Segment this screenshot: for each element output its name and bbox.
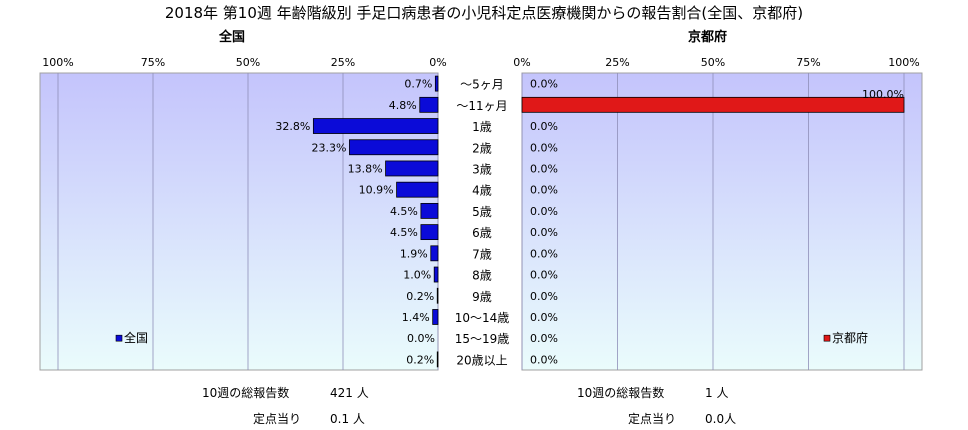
category-label: 2歳	[472, 141, 492, 155]
national-value-label: 23.3%	[312, 141, 347, 154]
national-legend-label: 全国	[124, 330, 148, 345]
kyoto-per-site-value: 0.0人	[705, 412, 737, 426]
kyoto-value-label: 0.0%	[530, 205, 558, 218]
kyoto-total-value: 1 人	[705, 386, 729, 400]
national-value-label: 4.5%	[390, 205, 418, 218]
category-label: 8歳	[472, 269, 492, 283]
kyoto-bar	[521, 96, 905, 113]
chart-title: 2018年 第10週 年齢階級別 手足口病患者の小児科定点医療機関からの報告割合…	[164, 4, 804, 22]
national-value-label: 10.9%	[359, 184, 394, 197]
kyoto-legend-label: 京都府	[832, 330, 868, 345]
kyoto-value-label: 0.0%	[530, 78, 558, 91]
national-bar	[312, 118, 439, 134]
national-value-label: 4.5%	[390, 226, 418, 239]
national-total-value: 421 人	[330, 386, 369, 400]
national-value-label: 0.0%	[407, 332, 435, 345]
national-bar	[436, 351, 439, 368]
national-bar	[419, 96, 439, 113]
national-value-label: 0.7%	[404, 78, 432, 91]
national-tick-label: 50%	[236, 56, 260, 69]
national-bar	[385, 160, 439, 177]
kyoto-tick-label: 0%	[513, 56, 530, 69]
kyoto-tick-label: 50%	[701, 56, 725, 69]
national-per-site-label: 定点当り	[253, 412, 302, 426]
kyoto-value-label: 0.0%	[530, 353, 558, 366]
kyoto-plot-area	[521, 72, 923, 371]
national-value-label: 13.8%	[348, 162, 383, 175]
category-label: 7歳	[472, 247, 492, 261]
kyoto-value-label: 100.0%	[862, 88, 904, 101]
national-value-label: 0.2%	[406, 290, 434, 303]
category-label: 1歳	[472, 120, 492, 134]
national-tick-label: 0%	[429, 56, 446, 69]
kyoto-legend-swatch	[823, 334, 831, 342]
kyoto-tick-label: 75%	[796, 56, 820, 69]
category-label: 3歳	[472, 162, 492, 176]
kyoto-value-label: 0.0%	[530, 120, 558, 133]
national-tick-label: 25%	[331, 56, 355, 69]
national-value-label: 1.9%	[400, 247, 428, 260]
kyoto-tick-label: 100%	[888, 56, 919, 69]
national-plot-area	[39, 72, 439, 371]
kyoto-value-label: 0.0%	[530, 162, 558, 175]
kyoto-value-label: 0.0%	[530, 269, 558, 282]
national-bar	[420, 202, 439, 219]
national-bar	[434, 75, 439, 92]
kyoto-value-label: 0.0%	[530, 311, 558, 324]
kyoto-value-label: 0.0%	[530, 226, 558, 239]
kyoto-value-label: 0.0%	[530, 184, 558, 197]
kyoto-value-label: 0.0%	[530, 247, 558, 260]
national-panel-title: 全国	[219, 30, 246, 45]
national-bar	[436, 287, 439, 304]
national-bar	[396, 181, 439, 198]
national-value-label: 1.4%	[402, 311, 430, 324]
category-label: 15～19歳	[455, 332, 510, 346]
national-bar	[432, 309, 439, 325]
national-total-label: 10週の総報告数	[202, 386, 290, 400]
national-value-label: 0.2%	[406, 353, 434, 366]
national-value-label: 32.8%	[275, 120, 310, 133]
national-legend-swatch	[115, 334, 123, 342]
kyoto-value-label: 0.0%	[530, 290, 558, 303]
national-value-label: 4.8%	[389, 99, 417, 112]
category-label: 4歳	[472, 184, 492, 198]
national-bar	[349, 139, 439, 156]
national-bar	[430, 245, 439, 262]
national-tick-label: 75%	[141, 56, 165, 69]
kyoto-value-label: 0.0%	[530, 332, 558, 345]
category-label: ～5ヶ月	[460, 78, 504, 92]
category-label: 20歳以上	[456, 353, 507, 367]
national-per-site-value: 0.1 人	[330, 412, 365, 426]
national-bar	[433, 266, 439, 283]
kyoto-tick-label: 25%	[605, 56, 629, 69]
kyoto-value-label: 0.0%	[530, 141, 558, 154]
category-label: 5歳	[472, 205, 492, 219]
national-value-label: 1.0%	[403, 269, 431, 282]
category-label: 6歳	[472, 226, 492, 240]
kyoto-per-site-label: 定点当り	[628, 412, 677, 426]
category-label: 10～14歳	[455, 311, 510, 325]
category-label: ～11ヶ月	[456, 99, 507, 113]
kyoto-total-label: 10週の総報告数	[577, 386, 665, 400]
category-label: 9歳	[472, 290, 492, 304]
kyoto-panel-title: 京都府	[688, 30, 728, 45]
national-tick-label: 100%	[42, 56, 73, 69]
national-bar	[420, 224, 439, 241]
